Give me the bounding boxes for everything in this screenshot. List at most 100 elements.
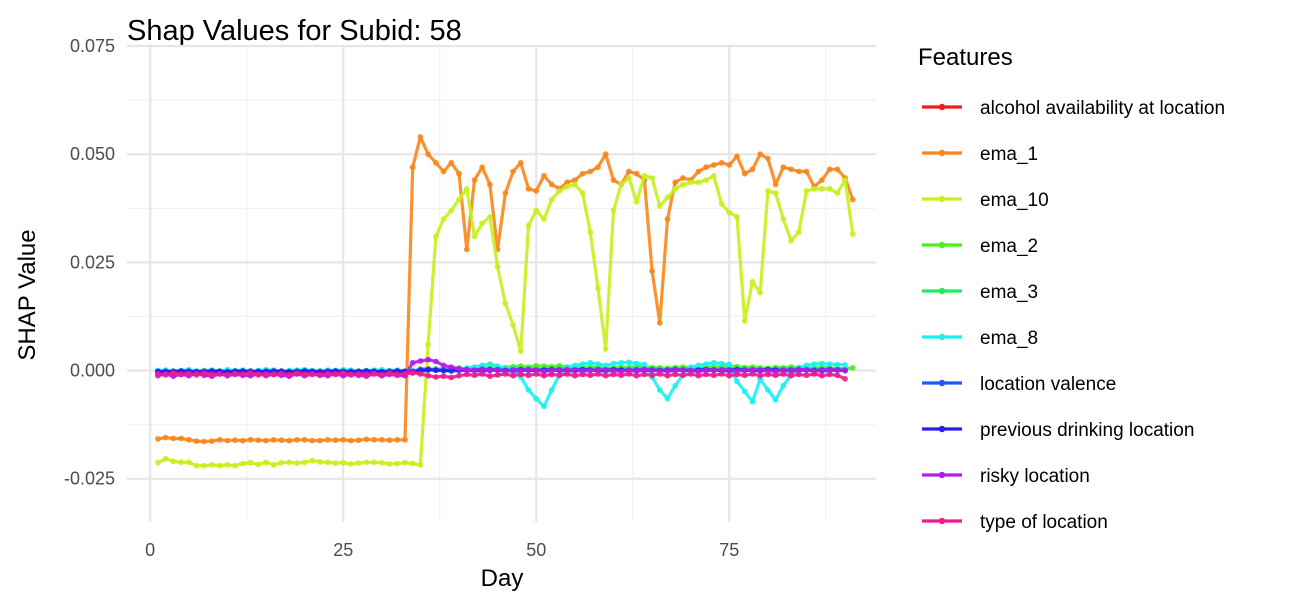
data-point-type-of-location: [402, 371, 408, 377]
data-point-risky-location: [433, 358, 439, 365]
data-point-type-of-location: [795, 371, 802, 378]
data-point-risky-location: [595, 366, 601, 373]
data-point-ema-10: [456, 196, 462, 203]
data-point-ema-1: [849, 196, 856, 203]
data-point-ema-1: [348, 437, 354, 444]
data-point-ema-10: [556, 188, 563, 194]
data-point-type-of-location: [340, 370, 347, 376]
data-point-type-of-location: [610, 371, 617, 378]
data-point-ema-10: [626, 175, 632, 181]
data-point-type-of-location: [247, 370, 254, 376]
data-point-ema-10: [849, 231, 856, 238]
legend-item-alcohol-availability-at-location: alcohol availability at location: [922, 98, 1225, 119]
data-point-type-of-location: [239, 371, 246, 378]
data-point-ema-1: [664, 216, 671, 223]
data-point-ema-8: [811, 361, 818, 367]
data-point-ema-10: [834, 190, 841, 197]
data-point-ema-1: [548, 181, 555, 188]
legend-item-ema-2: ema_2: [922, 236, 1038, 257]
data-point-type-of-location: [656, 371, 663, 377]
data-point-ema-10: [417, 462, 424, 468]
y-tick-label: 0.075: [70, 36, 115, 56]
series-type-of-location: [155, 369, 848, 382]
data-point-type-of-location: [579, 371, 586, 378]
data-point-ema-1: [402, 436, 408, 443]
data-point-ema-10: [201, 462, 208, 469]
data-point-risky-location: [749, 366, 756, 373]
data-point-ema-1: [587, 168, 594, 175]
data-point-ema-8: [741, 388, 748, 395]
data-point-ema-10: [463, 185, 470, 192]
data-point-ema-8: [749, 398, 756, 405]
x-axis-title: Day: [481, 565, 524, 592]
data-point-ema-1: [232, 437, 239, 444]
data-point-ema-10: [371, 459, 377, 466]
data-point-risky-location: [510, 367, 516, 373]
data-point-risky-location: [726, 367, 733, 373]
data-point-ema-10: [448, 207, 455, 214]
data-point-ema-10: [641, 172, 648, 179]
data-point-ema-10: [324, 459, 331, 466]
data-point-risky-location: [633, 367, 640, 374]
data-point-ema-10: [572, 181, 578, 188]
data-point-ema-10: [471, 233, 478, 240]
data-point-ema-1: [795, 168, 802, 175]
data-point-ema-2: [849, 365, 856, 371]
data-point-ema-1: [463, 246, 470, 253]
data-point-type-of-location: [695, 372, 702, 379]
data-point-type-of-location: [178, 371, 185, 378]
data-point-ema-10: [602, 346, 609, 352]
data-point-risky-location: [587, 367, 594, 374]
data-point-type-of-location: [834, 372, 841, 379]
data-point-risky-location: [649, 367, 655, 373]
data-point-ema-10: [757, 289, 764, 296]
data-point-ema-1: [788, 166, 794, 173]
data-point-ema-10: [726, 209, 733, 216]
data-point-ema-8: [718, 360, 725, 367]
data-point-ema-8: [834, 361, 841, 368]
data-point-ema-1: [649, 268, 655, 274]
data-point-type-of-location: [826, 371, 833, 378]
series-line-ema-10: [157, 174, 855, 468]
data-point-ema-1: [765, 155, 771, 162]
y-tick-label: 0.000: [70, 361, 115, 381]
data-point-risky-location: [710, 367, 717, 374]
legend-key-point: [938, 379, 946, 387]
data-point-type-of-location: [185, 370, 192, 377]
data-point-ema-8: [579, 361, 586, 367]
data-point-ema-10: [718, 201, 725, 207]
data-point-ema-10: [209, 462, 215, 468]
data-point-ema-1: [409, 164, 416, 171]
data-point-type-of-location: [386, 370, 393, 376]
legend-title: Features: [918, 44, 1013, 71]
legend-key-point: [938, 425, 946, 433]
data-point-risky-location: [803, 367, 810, 373]
data-point-ema-10: [247, 459, 254, 466]
data-point-type-of-location: [780, 371, 787, 377]
data-point-ema-1: [595, 164, 601, 171]
data-point-ema-1: [572, 177, 578, 184]
data-point-ema-10: [703, 177, 709, 184]
legend-label: previous drinking location: [980, 420, 1194, 441]
data-point-ema-10: [286, 459, 293, 466]
data-point-type-of-location: [726, 372, 733, 379]
legend-label: ema_2: [980, 236, 1038, 257]
data-point-ema-8: [618, 359, 625, 366]
data-point-ema-1: [633, 170, 640, 177]
data-point-ema-1: [193, 438, 200, 444]
data-point-ema-10: [301, 459, 308, 466]
data-point-type-of-location: [324, 370, 331, 377]
data-point-type-of-location: [517, 371, 524, 378]
legend-key-point: [938, 149, 946, 157]
data-point-ema-8: [595, 361, 601, 367]
data-point-ema-10: [749, 278, 756, 285]
data-point-ema-1: [448, 159, 455, 166]
data-point-type-of-location: [286, 372, 293, 378]
data-point-risky-location: [548, 367, 555, 373]
data-point-type-of-location: [255, 372, 262, 378]
data-point-ema-1: [819, 177, 825, 184]
data-point-ema-1: [294, 436, 300, 443]
data-point-ema-8: [533, 395, 540, 402]
data-point-risky-location: [471, 367, 478, 373]
data-point-risky-location: [795, 366, 802, 373]
